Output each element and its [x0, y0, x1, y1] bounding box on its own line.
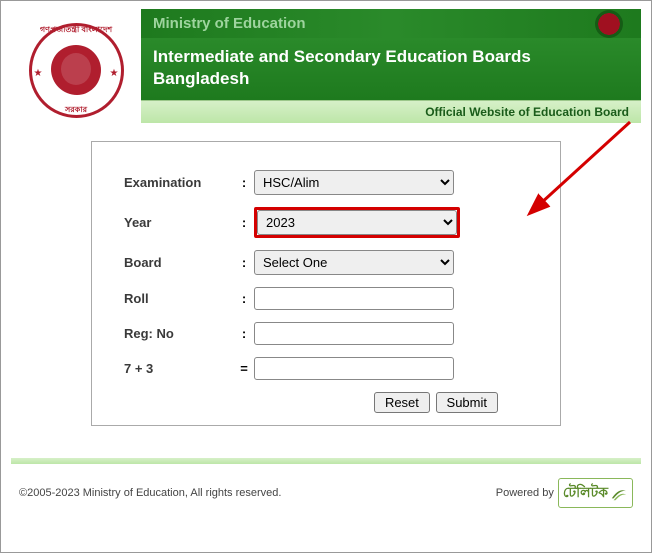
teletalk-swoosh-icon [610, 484, 628, 502]
roll-input[interactable] [254, 287, 454, 310]
copyright-text: ©2005-2023 Ministry of Education, All ri… [19, 487, 281, 499]
reset-button[interactable]: Reset [374, 392, 430, 413]
page-container: গণপ্রজাতন্ত্রী বাংলাদেশ ★ ★ সরকার Minist… [0, 0, 652, 553]
title-bar: Intermediate and Secondary Education Boa… [141, 38, 641, 100]
year-highlight-box: 2023 [254, 207, 460, 238]
logo-map-icon [51, 45, 101, 95]
row-roll: Roll : [124, 287, 528, 310]
ministry-label: Ministry of Education [153, 15, 306, 32]
title-line2: Bangladesh [153, 68, 629, 90]
label-board: Board [124, 255, 234, 270]
label-regno: Reg: No [124, 326, 234, 341]
captcha-input[interactable] [254, 357, 454, 380]
colon: : [234, 291, 254, 306]
powered-label: Powered by [496, 487, 554, 499]
ministry-bar: Ministry of Education [141, 9, 641, 38]
label-roll: Roll [124, 291, 234, 306]
colon: : [234, 175, 254, 190]
logo-star-icon: ★ [34, 68, 43, 79]
footer: ©2005-2023 Ministry of Education, All ri… [1, 464, 651, 522]
title-line1: Intermediate and Secondary Education Boa… [153, 46, 629, 68]
label-examination: Examination [124, 175, 234, 190]
submit-button[interactable]: Submit [436, 392, 498, 413]
examination-select[interactable]: HSC/Alim [254, 170, 454, 195]
row-year: Year : 2023 [124, 207, 528, 238]
board-select[interactable]: Select One [254, 250, 454, 275]
logo-text-top: গণপ্রজাতন্ত্রী বাংলাদেশ [40, 24, 112, 37]
logo-star-icon: ★ [110, 68, 119, 79]
header: গণপ্রজাতন্ত্রী বাংলাদেশ ★ ★ সরকার Minist… [1, 1, 651, 123]
logo-text-bottom: সরকার [65, 104, 87, 117]
row-captcha: 7 + 3 = [124, 357, 528, 380]
result-form: Examination : HSC/Alim Year : 2023 Board [91, 141, 561, 426]
colon: : [234, 215, 254, 230]
teletalk-text: টেলিটক [563, 481, 608, 505]
row-regno: Reg: No : [124, 322, 528, 345]
regno-input[interactable] [254, 322, 454, 345]
equals: = [234, 361, 254, 376]
flag-icon [595, 10, 623, 38]
label-captcha: 7 + 3 [124, 361, 234, 376]
label-year: Year [124, 215, 234, 230]
header-main: Ministry of Education Intermediate and S… [141, 9, 641, 123]
teletalk-logo: টেলিটক [558, 478, 633, 508]
subtitle-bar: Official Website of Education Board [141, 100, 641, 123]
button-row: Reset Submit [124, 392, 528, 413]
row-board: Board : Select One [124, 250, 528, 275]
colon: : [234, 255, 254, 270]
logo-area: গণপ্রজাতন্ত্রী বাংলাদেশ ★ ★ সরকার [11, 9, 141, 123]
annotation-arrow-icon [500, 112, 640, 222]
row-examination: Examination : HSC/Alim [124, 170, 528, 195]
bangladesh-emblem-logo: গণপ্রজাতন্ত্রী বাংলাদেশ ★ ★ সরকার [29, 23, 124, 118]
year-select[interactable]: 2023 [257, 210, 457, 235]
colon: : [234, 326, 254, 341]
powered-by: Powered by টেলিটক [496, 478, 633, 508]
